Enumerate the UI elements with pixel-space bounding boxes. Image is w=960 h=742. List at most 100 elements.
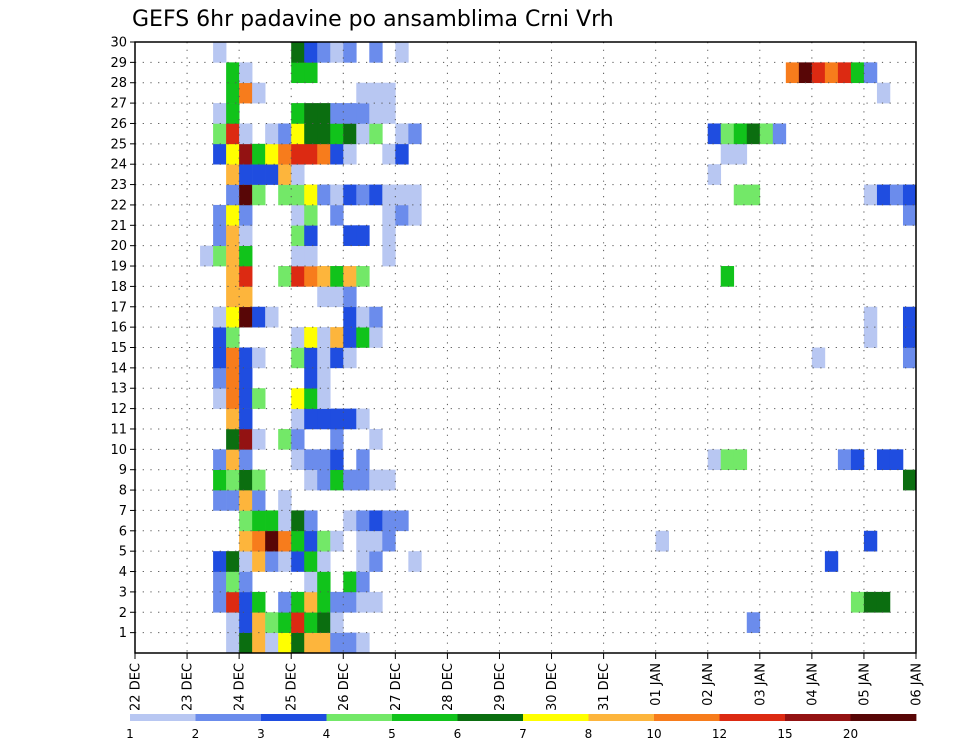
heatmap-cell: [304, 123, 318, 145]
heatmap-cell: [330, 449, 344, 470]
heatmap-cell: [330, 530, 344, 552]
heatmap-cell: [850, 62, 865, 84]
heatmap-cell: [330, 632, 344, 654]
heatmap-cell: [213, 123, 227, 145]
heatmap-cell: [343, 42, 357, 63]
heatmap-cell: [759, 123, 774, 145]
heatmap-cell: [720, 266, 735, 287]
colorbar-swatch: [719, 714, 786, 721]
colorbar-swatch: [523, 714, 589, 721]
heatmap-cell: [408, 184, 422, 206]
heatmap-cell: [356, 530, 370, 552]
heatmap-cell: [252, 82, 266, 104]
heatmap-cell: [304, 388, 318, 409]
heatmap-cell: [356, 123, 370, 145]
heatmap-cell: [395, 510, 409, 532]
heatmap-cell: [356, 408, 370, 430]
heatmap-cell: [291, 245, 305, 267]
x-tick-label: 25 DEC: [285, 663, 300, 711]
heatmap-cell: [226, 225, 240, 246]
heatmap-cell: [369, 510, 383, 532]
heatmap-cell: [863, 62, 878, 84]
heatmap-cell: [369, 103, 383, 124]
heatmap-cell: [304, 612, 318, 633]
heatmap-cell: [902, 204, 917, 226]
heatmap-cell: [876, 591, 891, 613]
heatmap-cell: [278, 164, 292, 185]
heatmap-cell: [239, 469, 253, 491]
y-tick-label: 4: [119, 565, 127, 580]
x-tick-label: 03 JAN: [753, 663, 768, 706]
heatmap-cell: [304, 225, 318, 246]
heatmap-cell: [291, 408, 305, 430]
heatmap-cell: [226, 123, 240, 145]
heatmap-cell: [317, 612, 331, 633]
colorbar-label: 5: [388, 727, 396, 741]
y-tick-label: 8: [119, 484, 127, 499]
heatmap-cell: [863, 184, 878, 206]
heatmap-cell: [317, 347, 331, 369]
colorbar-label: 8: [585, 727, 593, 741]
heatmap-cell: [889, 449, 904, 470]
heatmap-cell: [239, 82, 253, 104]
heatmap-cell: [278, 612, 292, 633]
heatmap-cell: [382, 103, 396, 124]
heatmap-cell: [330, 286, 344, 308]
heatmap-cell: [213, 388, 227, 409]
heatmap-cell: [720, 143, 735, 165]
heatmap-cell: [291, 632, 305, 654]
heatmap-cell: [304, 103, 318, 124]
heatmap-cell: [356, 591, 370, 613]
heatmap-cell: [226, 327, 240, 348]
y-tick-label: 13: [110, 382, 127, 397]
heatmap-cell: [226, 306, 240, 328]
heatmap-cell: [356, 82, 370, 104]
heatmap-cell: [317, 530, 331, 552]
heatmap-cell: [239, 530, 253, 552]
heatmap-cell: [213, 551, 227, 572]
heatmap-cell: [304, 266, 318, 287]
y-tick-label: 25: [110, 137, 127, 152]
heatmap-cell: [291, 164, 305, 185]
heatmap-cell: [252, 143, 266, 165]
y-tick-label: 26: [110, 117, 127, 132]
heatmap-cell: [382, 510, 396, 532]
heatmap-cell: [278, 510, 292, 532]
y-tick-label: 6: [119, 524, 127, 539]
heatmap-cell: [265, 306, 279, 328]
y-tick-label: 30: [110, 36, 127, 51]
heatmap-cell: [330, 42, 344, 63]
heatmap-cell: [837, 449, 852, 470]
heatmap-cell: [343, 103, 357, 124]
heatmap-cell: [200, 245, 214, 267]
heatmap-cell: [239, 164, 253, 185]
heatmap-cell: [824, 62, 839, 84]
heatmap-cell: [369, 42, 383, 63]
heatmap-cell: [226, 164, 240, 185]
y-tick-label: 21: [110, 219, 127, 234]
heatmap-cell: [343, 510, 357, 532]
heatmap-cell: [304, 367, 318, 389]
heatmap-cell: [226, 490, 240, 511]
heatmap-cell: [252, 306, 266, 328]
heatmap-cell: [239, 571, 253, 593]
heatmap-cell: [239, 612, 253, 633]
heatmap-cell: [226, 286, 240, 308]
heatmap-cell: [239, 591, 253, 613]
heatmap-cell: [369, 469, 383, 491]
heatmap-cell: [356, 632, 370, 654]
heatmap-cell: [304, 327, 318, 348]
y-axis: 1234567891011121314151617181920212223242…: [110, 36, 135, 641]
heatmap-cell: [213, 204, 227, 226]
heatmap-cell: [356, 551, 370, 572]
heatmap-cell: [863, 591, 878, 613]
y-tick-label: 9: [119, 463, 127, 478]
heatmap-cell: [304, 408, 318, 430]
heatmap-cell: [317, 408, 331, 430]
heatmap-cell: [902, 327, 917, 348]
heatmap-cell: [278, 123, 292, 145]
heatmap-cell: [239, 367, 253, 389]
heatmap-cell: [369, 551, 383, 572]
heatmap-cell: [837, 62, 852, 84]
